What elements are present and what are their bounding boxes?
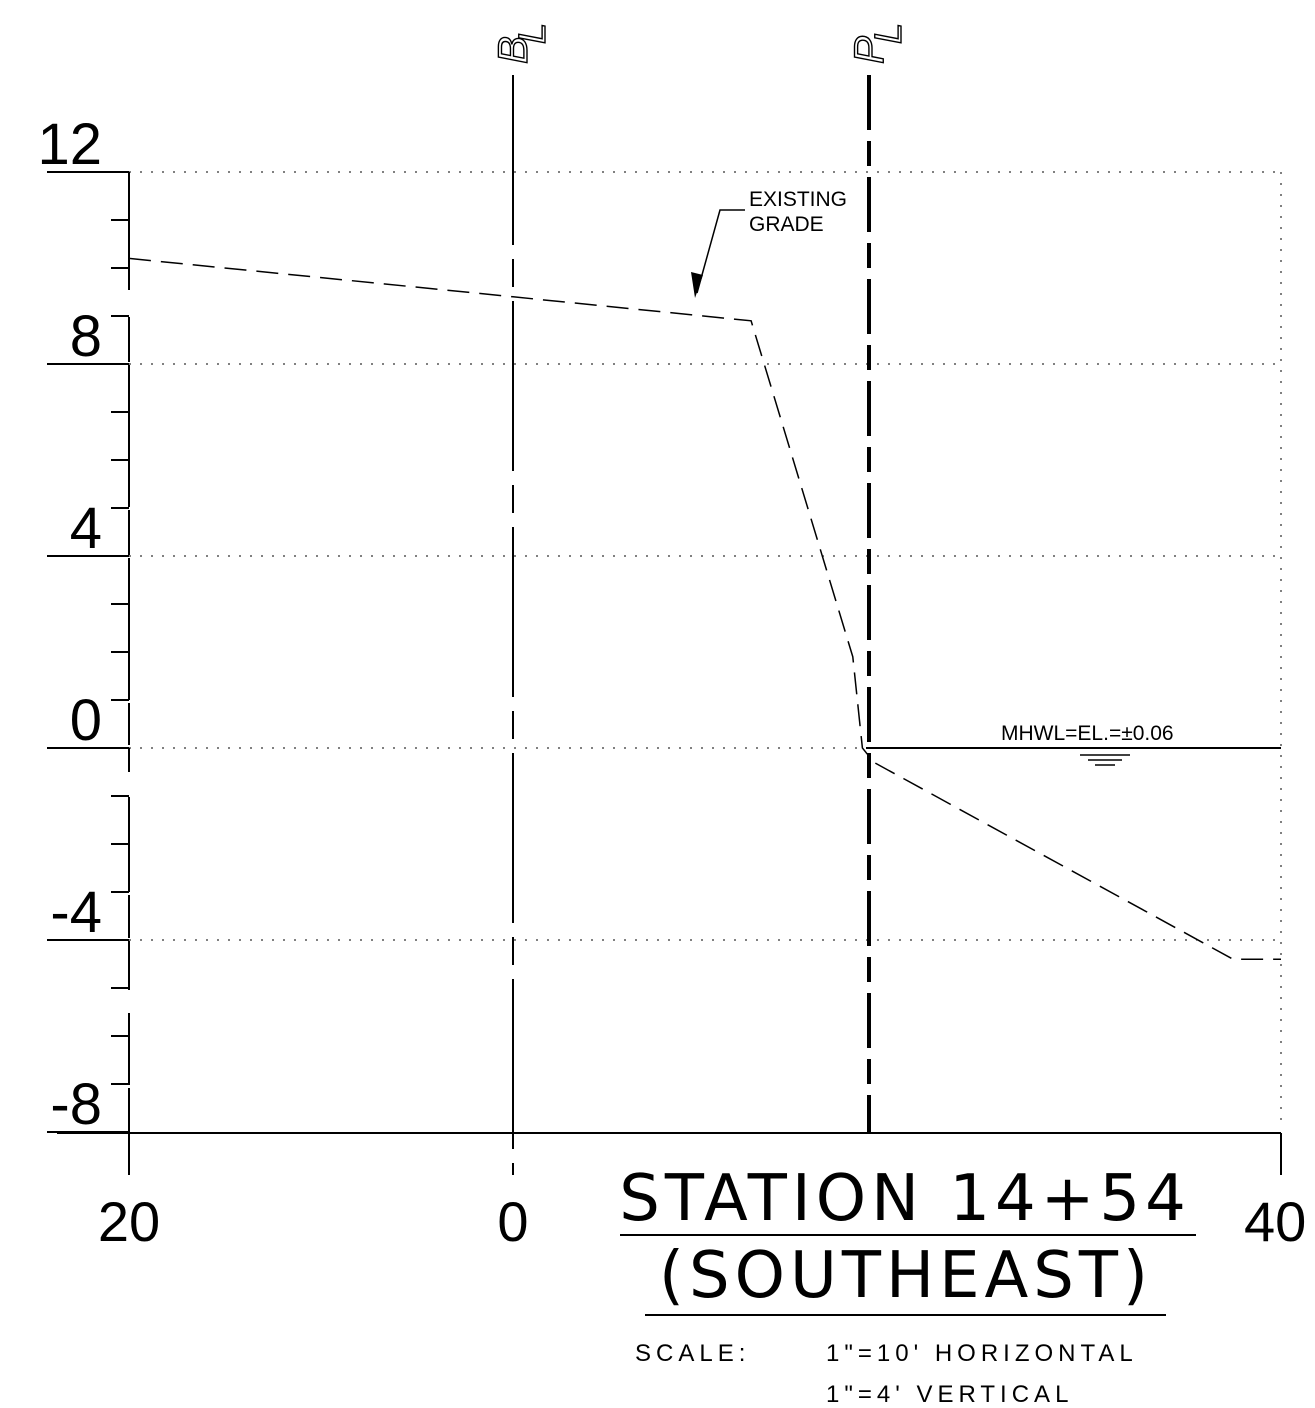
mhwl-label: MHWL=EL.=±0.06 [1001,722,1174,745]
grid-lines [129,171,1281,941]
title-block: STATION 14+54 (SOUTHEAST) SCALE: 1"=10' … [619,1162,1196,1408]
scale-label: SCALE: [635,1340,750,1367]
property-label: P [845,36,892,64]
existing-grade-annotation: EXISTING GRADE [691,188,847,298]
x-tick-labels: 20 0 40 [98,1190,1306,1253]
leader-arrowhead-icon [691,272,703,298]
x-tick-label: 0 [497,1190,528,1253]
y-tick-labels: 12 8 4 0 -4 -8 [37,112,102,1137]
leader-line [696,209,745,294]
y-tick-label: -4 [50,880,102,945]
direction-title: (SOUTHEAST) [659,1239,1153,1313]
water-surface-symbol [1080,754,1130,766]
y-tick-label: -8 [50,1072,102,1137]
scale-vertical: 1"=4' VERTICAL [826,1381,1073,1408]
mhwl-marker: MHWL=EL.=±0.06 [866,722,1281,766]
existing-grade-line [128,257,1281,960]
baseline-centerline: B L [488,22,555,1175]
y-tick-label: 4 [70,496,102,561]
property-centerline: P L [844,22,911,1133]
annotation-line1: EXISTING [749,188,847,211]
y-tick-label: 0 [70,688,102,753]
y-tick-label: 12 [37,112,102,177]
x-axis [57,1132,1282,1175]
annotation-line2: GRADE [749,213,824,236]
x-tick-label: 20 [98,1190,160,1253]
station-title: STATION 14+54 [619,1162,1191,1236]
property-subscript: L [868,23,910,44]
baseline-subscript: L [512,23,554,44]
scale-horizontal: 1"=10' HORIZONTAL [826,1340,1138,1367]
baseline-label: B [489,36,536,64]
y-tick-label: 8 [70,304,102,369]
x-tick-label: 40 [1244,1190,1306,1253]
